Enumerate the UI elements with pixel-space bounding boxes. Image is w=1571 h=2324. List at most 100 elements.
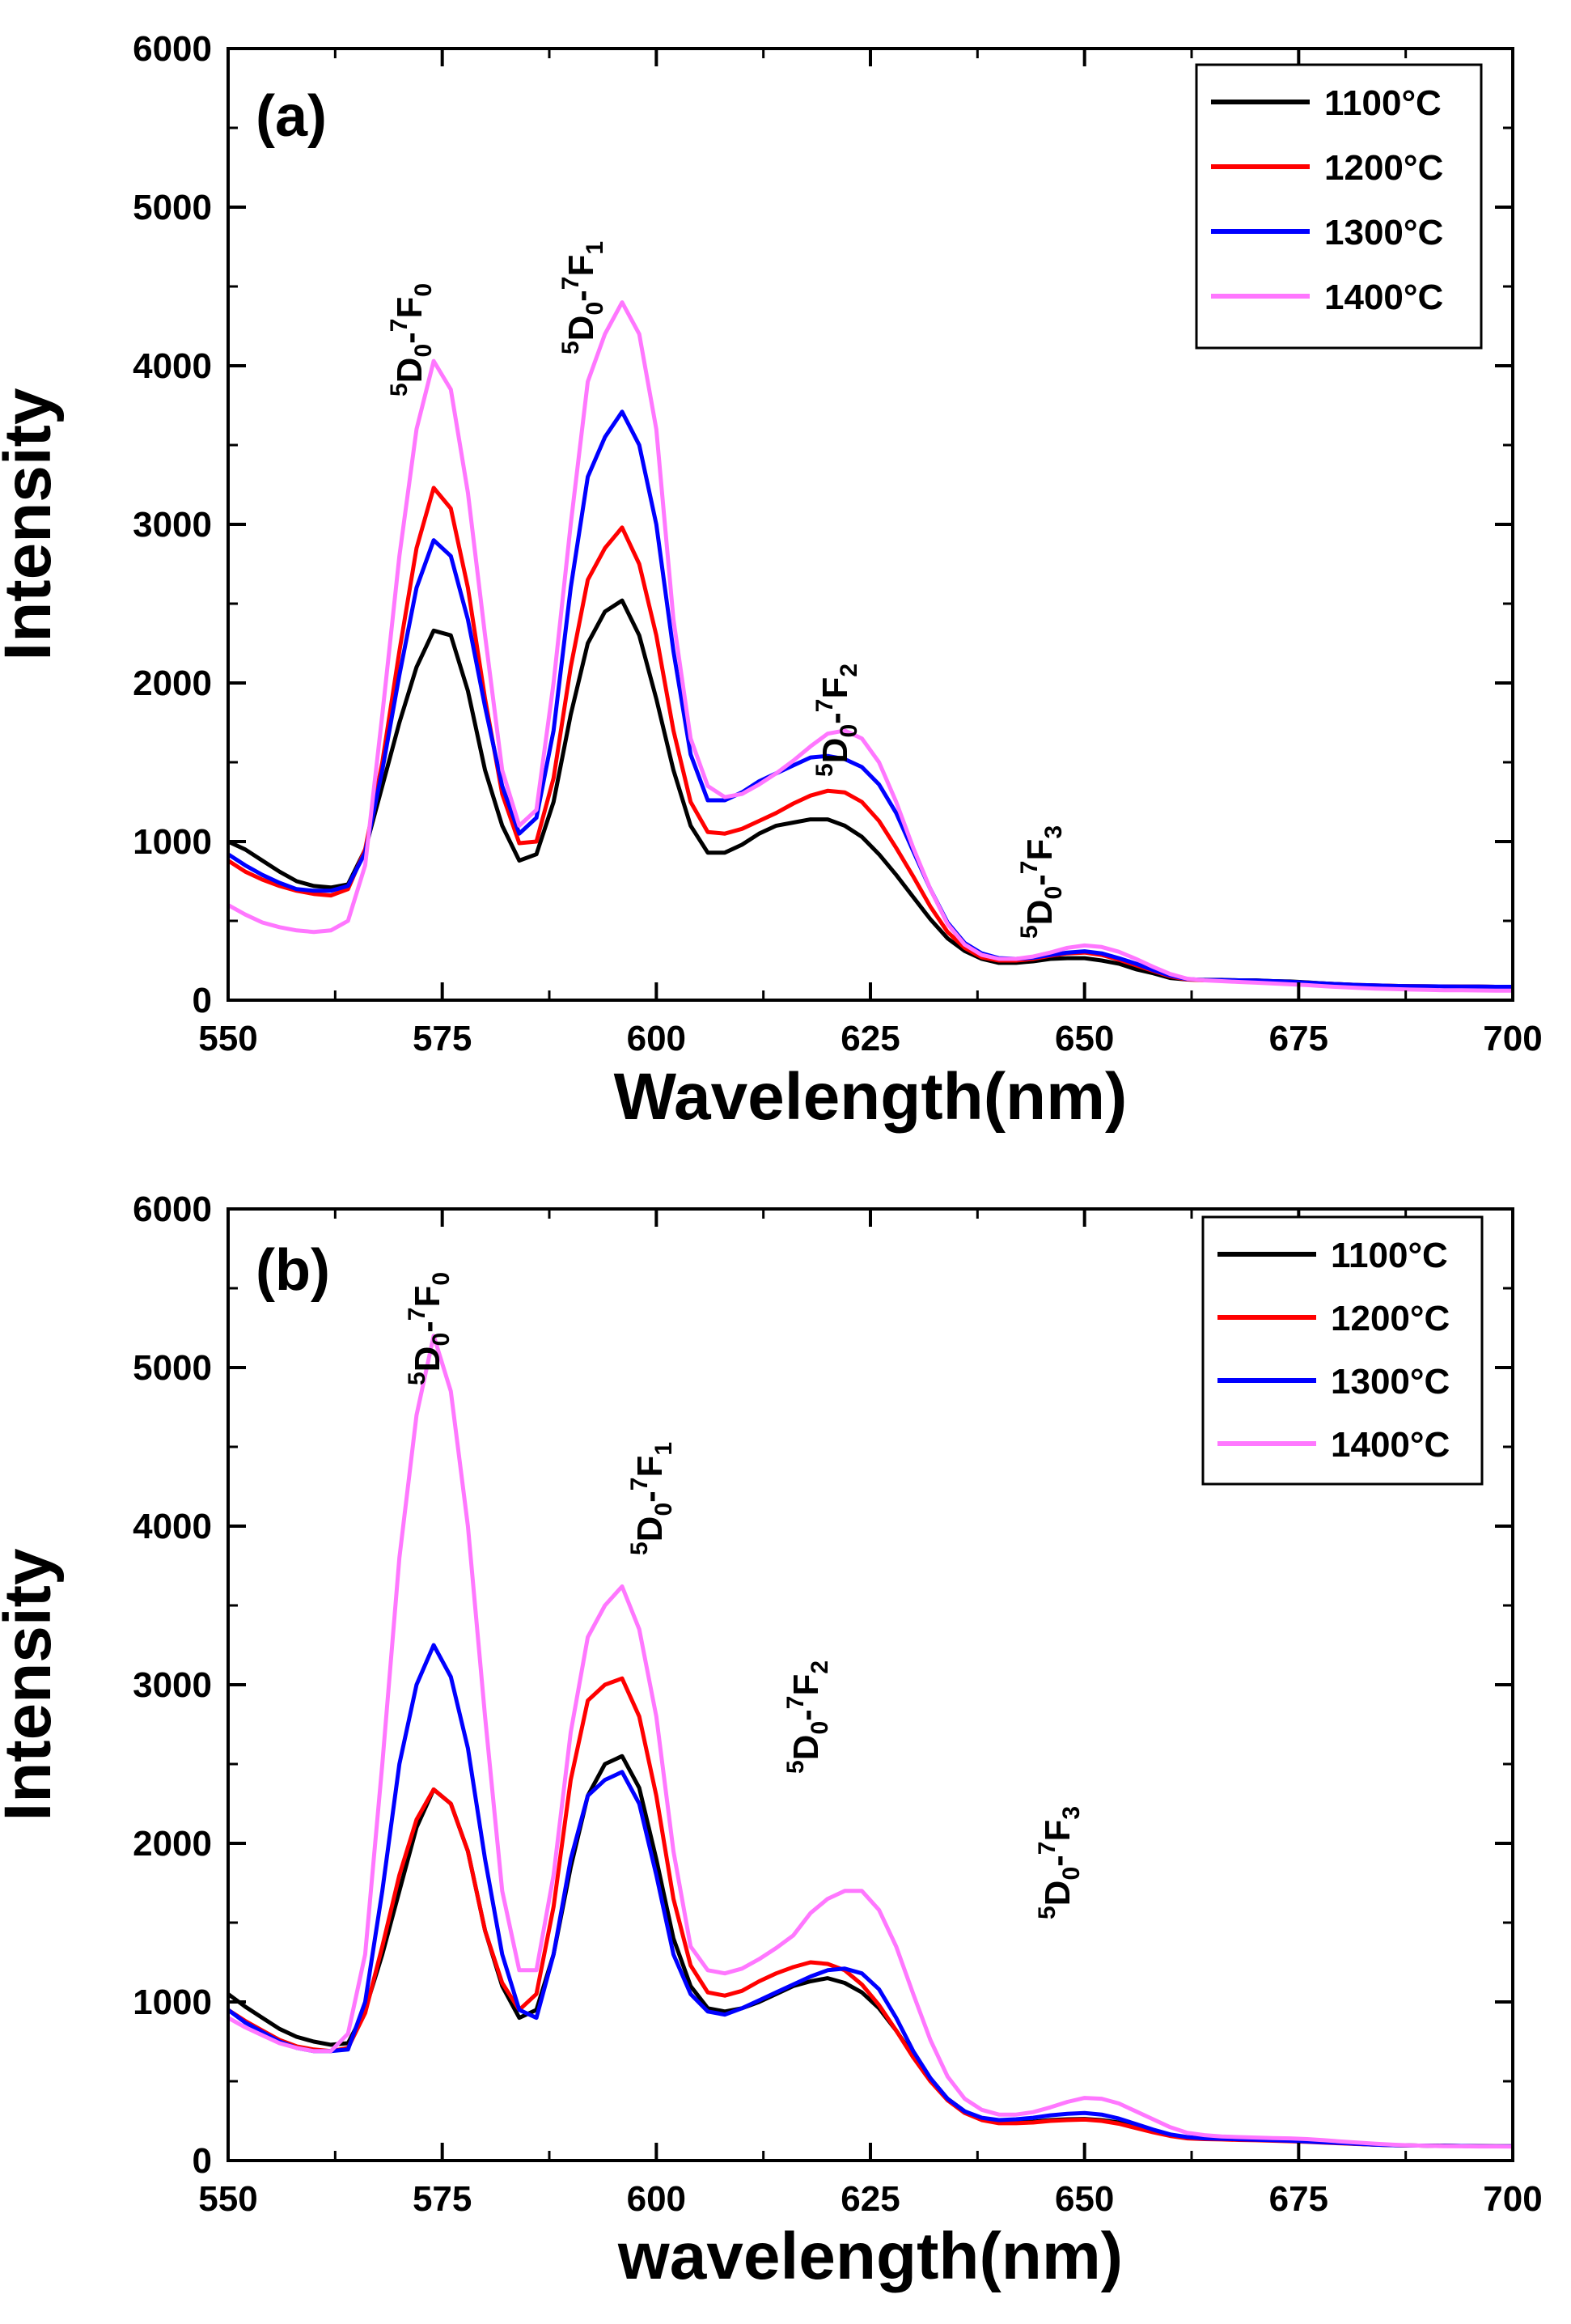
x-tick-label: 575	[413, 1019, 472, 1058]
chart-a: 550 575 600 625 650 675 7000100020003000400050…	[0, 29, 1543, 1134]
transition-annotation: 5D0-7F0	[386, 283, 437, 397]
annotation-base2: F	[408, 1286, 447, 1308]
transition-annotation: 5D0-7F1	[557, 241, 608, 354]
chart-b: 550 575 600 625 650 675 7000100020003000400050…	[0, 1190, 1543, 2293]
annotation-sub1: 0	[650, 1503, 677, 1516]
x-tick-label: 700	[1483, 2179, 1542, 2219]
series-line-1200c	[228, 1676, 1513, 2148]
annotation-sup2: 7	[811, 699, 838, 713]
transition-annotation: 5D0-7F3	[1034, 1806, 1085, 1919]
annotation-base2: F	[561, 255, 601, 277]
transition-annotation: 5D0-7F2	[811, 664, 862, 777]
annotation-sup2: 7	[782, 1696, 809, 1710]
series-line-1400c	[228, 1334, 1513, 2149]
annotation-sep: -	[561, 290, 601, 302]
annotation-base: D	[1020, 900, 1060, 926]
annotation-sep: -	[630, 1491, 670, 1503]
annotation-base2: F	[390, 297, 430, 319]
x-axis-label: wavelength(nm)	[617, 2220, 1123, 2293]
legend-box	[1195, 63, 1483, 350]
annotation-sub2: 2	[807, 1660, 833, 1674]
annotation-sub2: 0	[428, 1272, 455, 1286]
y-tick-label: 0	[193, 2141, 212, 2181]
series-line-1200c	[228, 486, 1513, 989]
annotation-base2: F	[1020, 839, 1060, 861]
annotation-sep: -	[390, 332, 430, 344]
annotation-sup1: 5	[1034, 1906, 1061, 1919]
y-tick-label: 6000	[133, 1190, 212, 1229]
y-tick-label: 2000	[133, 1824, 212, 1864]
annotation-sup2: 7	[557, 277, 584, 290]
annotation-sub1: 0	[807, 1721, 833, 1735]
annotation-sup2: 7	[386, 319, 413, 333]
x-tick-label: 550	[198, 1019, 257, 1058]
annotation-sup1: 5	[557, 341, 584, 354]
annotation-base2: F	[630, 1456, 670, 1478]
annotation-sub2: 3	[1040, 825, 1067, 839]
annotation-sub1: 0	[582, 302, 608, 316]
series-line-1400c	[228, 300, 1513, 993]
annotation-base: D	[1038, 1881, 1078, 1906]
series-line-1300c	[228, 409, 1513, 989]
y-tick-label: 0	[193, 981, 212, 1020]
annotation-sub1: 0	[410, 344, 437, 358]
annotation-sub1: 0	[836, 724, 862, 738]
y-tick-label: 1000	[133, 1983, 212, 2022]
y-axis-label: Intensity	[0, 388, 65, 661]
series-line-1300c	[228, 1643, 1513, 2148]
annotation-sub2: 1	[582, 241, 608, 255]
legend-label: 1200°C	[1331, 1299, 1450, 1338]
annotation-sub1: 0	[1040, 886, 1067, 900]
chart-a-svg: 550 575 600 625 650 675 7000100020003000400050…	[0, 29, 1543, 1134]
annotation-base2: F	[815, 677, 855, 699]
annotation-base: D	[561, 316, 601, 341]
x-tick-label: 575	[413, 2179, 472, 2219]
y-tick-label: 4000	[133, 346, 212, 386]
legend-label: 1300°C	[1324, 213, 1443, 252]
transition-annotation: 5D0-7F2	[782, 1660, 833, 1774]
annotation-base: D	[630, 1516, 670, 1542]
annotation-base: D	[815, 738, 855, 764]
annotation-sub1: 0	[1058, 1867, 1085, 1881]
x-tick-label: 625	[841, 1019, 900, 1058]
annotation-sup2: 7	[1016, 861, 1043, 875]
annotation-base: D	[408, 1346, 447, 1372]
x-axis-label: Wavelength(nm)	[614, 1060, 1128, 1134]
annotation-base2: F	[786, 1674, 826, 1696]
y-axis-label: Intensity	[0, 1548, 65, 1821]
annotation-sep: -	[1020, 874, 1060, 886]
legend: 1100°C 1200°C 1300°C 1400°C	[1201, 1215, 1484, 1486]
legend-label: 1100°C	[1331, 1236, 1448, 1275]
chart-b-svg: 550 575 600 625 650 675 7000100020003000400050…	[0, 1190, 1543, 2293]
y-tick-label: 5000	[133, 1348, 212, 1388]
x-tick-label: 700	[1483, 1019, 1542, 1058]
annotation-base: D	[390, 358, 430, 384]
legend-box	[1201, 1215, 1484, 1486]
x-tick-label: 600	[627, 1019, 686, 1058]
legend-label: 1400°C	[1324, 278, 1443, 317]
x-tick-label: 675	[1269, 2179, 1328, 2219]
y-tick-label: 4000	[133, 1507, 212, 1546]
transition-annotation: 5D0-7F0	[404, 1272, 455, 1385]
annotation-sep: -	[1038, 1855, 1078, 1867]
legend-label: 1200°C	[1324, 148, 1443, 188]
transition-annotation: 5D0-7F1	[626, 1442, 677, 1555]
annotation-sup1: 5	[386, 383, 413, 397]
y-tick-label: 3000	[133, 505, 212, 545]
annotation-sep: -	[815, 712, 855, 724]
annotation-sub2: 2	[836, 664, 862, 677]
x-tick-label: 650	[1055, 2179, 1114, 2219]
annotation-sup1: 5	[626, 1542, 653, 1555]
panel-label: (a)	[256, 84, 327, 149]
annotation-sup2: 7	[404, 1308, 430, 1321]
transition-annotation: 5D0-7F3	[1016, 825, 1067, 939]
y-tick-label: 6000	[133, 29, 212, 69]
x-tick-label: 650	[1055, 1019, 1114, 1058]
annotation-sep: -	[786, 1709, 826, 1721]
annotation-sup1: 5	[811, 763, 838, 777]
legend: 1100°C 1200°C 1300°C 1400°C	[1195, 63, 1483, 350]
annotation-sup2: 7	[626, 1478, 653, 1491]
x-tick-label: 600	[627, 2179, 686, 2219]
annotation-sup1: 5	[782, 1760, 809, 1774]
annotation-sub1: 0	[428, 1333, 455, 1346]
